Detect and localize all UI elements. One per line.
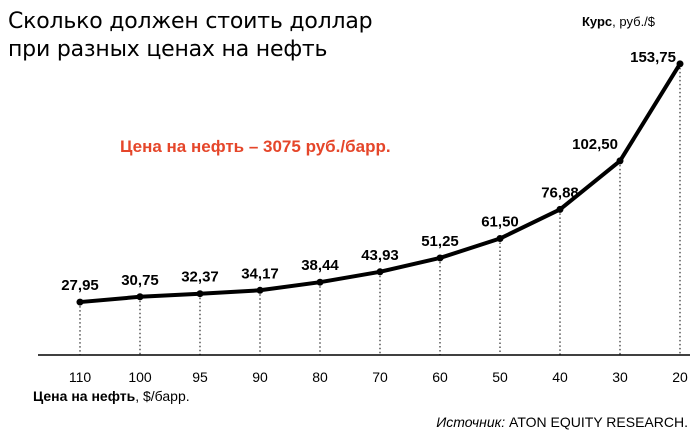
oil-price-annotation: Цена на нефть – 3075 руб./барр. xyxy=(120,137,391,156)
source-note: Источник: ATON EQUITY RESEARCH. xyxy=(436,414,688,430)
x-tick-label: 95 xyxy=(192,369,208,385)
data-label: 43,93 xyxy=(361,247,399,264)
x-tick-label: 100 xyxy=(128,369,152,385)
x-axis-unit-rest: , $/барр. xyxy=(135,388,190,404)
data-point xyxy=(316,278,324,286)
data-point xyxy=(76,298,84,306)
data-label: 27,95 xyxy=(61,277,99,294)
x-tick-label: 110 xyxy=(69,369,92,385)
chart-title-line-2: при разных ценах на нефть xyxy=(8,37,328,62)
x-axis-unit-bold: Цена на нефть xyxy=(33,388,136,404)
y-axis-unit-bold: Курс xyxy=(582,14,613,29)
data-label: 76,88 xyxy=(541,184,579,201)
data-point xyxy=(136,293,144,301)
data-point xyxy=(256,286,264,294)
data-point xyxy=(376,268,384,276)
y-axis-unit-rest: , руб./$ xyxy=(612,14,656,29)
chart-title-line-1: Сколько должен стоить доллар xyxy=(8,9,373,34)
data-label: 32,37 xyxy=(181,269,219,286)
source-label: Источник: xyxy=(436,414,506,430)
data-label: 30,75 xyxy=(121,272,159,289)
data-labels: 27,95 30,75 32,37 34,17 38,44 43,93 51,25 61,50… xyxy=(61,49,676,294)
x-tick-label: 90 xyxy=(252,369,268,385)
data-point xyxy=(496,235,504,243)
data-point xyxy=(436,254,444,262)
data-points xyxy=(76,60,684,306)
data-point xyxy=(196,290,204,298)
data-label: 38,44 xyxy=(301,257,339,274)
data-point xyxy=(556,205,564,213)
x-tick-label: 50 xyxy=(492,369,508,385)
x-tick-label: 40 xyxy=(552,369,568,385)
x-tick-label: 30 xyxy=(612,369,628,385)
data-point xyxy=(676,60,684,68)
source-name: ATON EQUITY RESEARCH. xyxy=(505,414,688,430)
series-line xyxy=(78,61,682,305)
chart-title: Сколько должен стоить доллар при разных … xyxy=(8,8,428,64)
x-tick-label: 20 xyxy=(672,369,688,385)
drop-lines xyxy=(79,63,681,355)
data-label: 102,50 xyxy=(572,136,618,153)
x-tick-label: 80 xyxy=(312,369,328,385)
data-label: 61,50 xyxy=(481,214,519,231)
data-label: 51,25 xyxy=(421,233,459,250)
data-label: 34,17 xyxy=(241,265,279,282)
x-tick-label: 60 xyxy=(432,369,448,385)
x-tick-label: 70 xyxy=(372,369,388,385)
y-axis-unit-label: Курс, руб./$ xyxy=(582,14,655,29)
data-label: 153,75 xyxy=(630,49,676,66)
x-axis-unit-label: Цена на нефть, $/барр. xyxy=(33,388,190,404)
x-tick-labels: 110 100 95 90 80 70 60 50 40 30 20 xyxy=(69,369,688,385)
data-point xyxy=(616,157,624,165)
